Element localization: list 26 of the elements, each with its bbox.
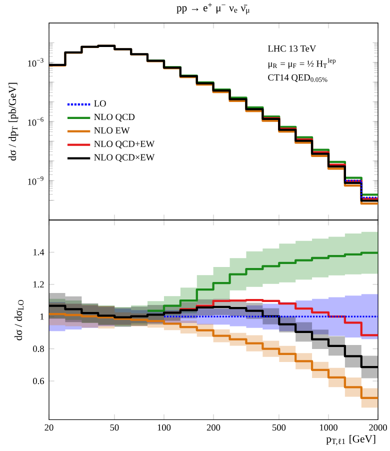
- y-tick-label: 10$^{−9}$: [28, 176, 44, 185]
- x-tick-label: 20: [44, 424, 54, 431]
- y-tick-label: 0.8: [33, 346, 44, 352]
- y-tick-label: 1: [40, 314, 44, 320]
- x-tick-label: 50: [110, 424, 119, 431]
- annotation: CT14 QED$_{0.05%}$: [268, 74, 328, 82]
- y-tick-label: 1.4: [34, 249, 44, 256]
- x-tick-label: 100: [158, 424, 171, 431]
- x-tick-label: 200: [206, 424, 220, 431]
- x-tick-label: 2000: [369, 424, 387, 431]
- legend-label: NLO EW: [94, 127, 130, 134]
- x-tick-label: 1000: [320, 424, 338, 431]
- y-tick-label: 1.2: [34, 281, 44, 288]
- y-axis-title: dσ / dσ$_{LO}$: [14, 300, 24, 340]
- chart-title: pp → e$^{+}$ μ$^{−}$ ν$_{e}$ ν̄$_{μ}$: [176, 3, 250, 14]
- y-tick-label: 10$^{−3}$: [28, 58, 44, 67]
- legend-label: NLO QCD×EW: [94, 154, 155, 162]
- x-tick-label: 500: [272, 424, 286, 431]
- legend-label: LO: [94, 100, 106, 107]
- y-tick-label: 0.6: [33, 378, 44, 384]
- y-axis-title: dσ / dp$_{T}$ [pb/GeV]: [8, 82, 18, 161]
- legend-label: NLO QCD: [94, 114, 135, 122]
- y-tick-label: 10$^{−6}$: [28, 117, 44, 126]
- x-axis-title: p$_{T,ℓ1}$ [GeV]: [326, 434, 376, 446]
- legend-label: NLO QCD+EW: [94, 140, 155, 148]
- annotation: LHC 13 TeV: [268, 45, 316, 52]
